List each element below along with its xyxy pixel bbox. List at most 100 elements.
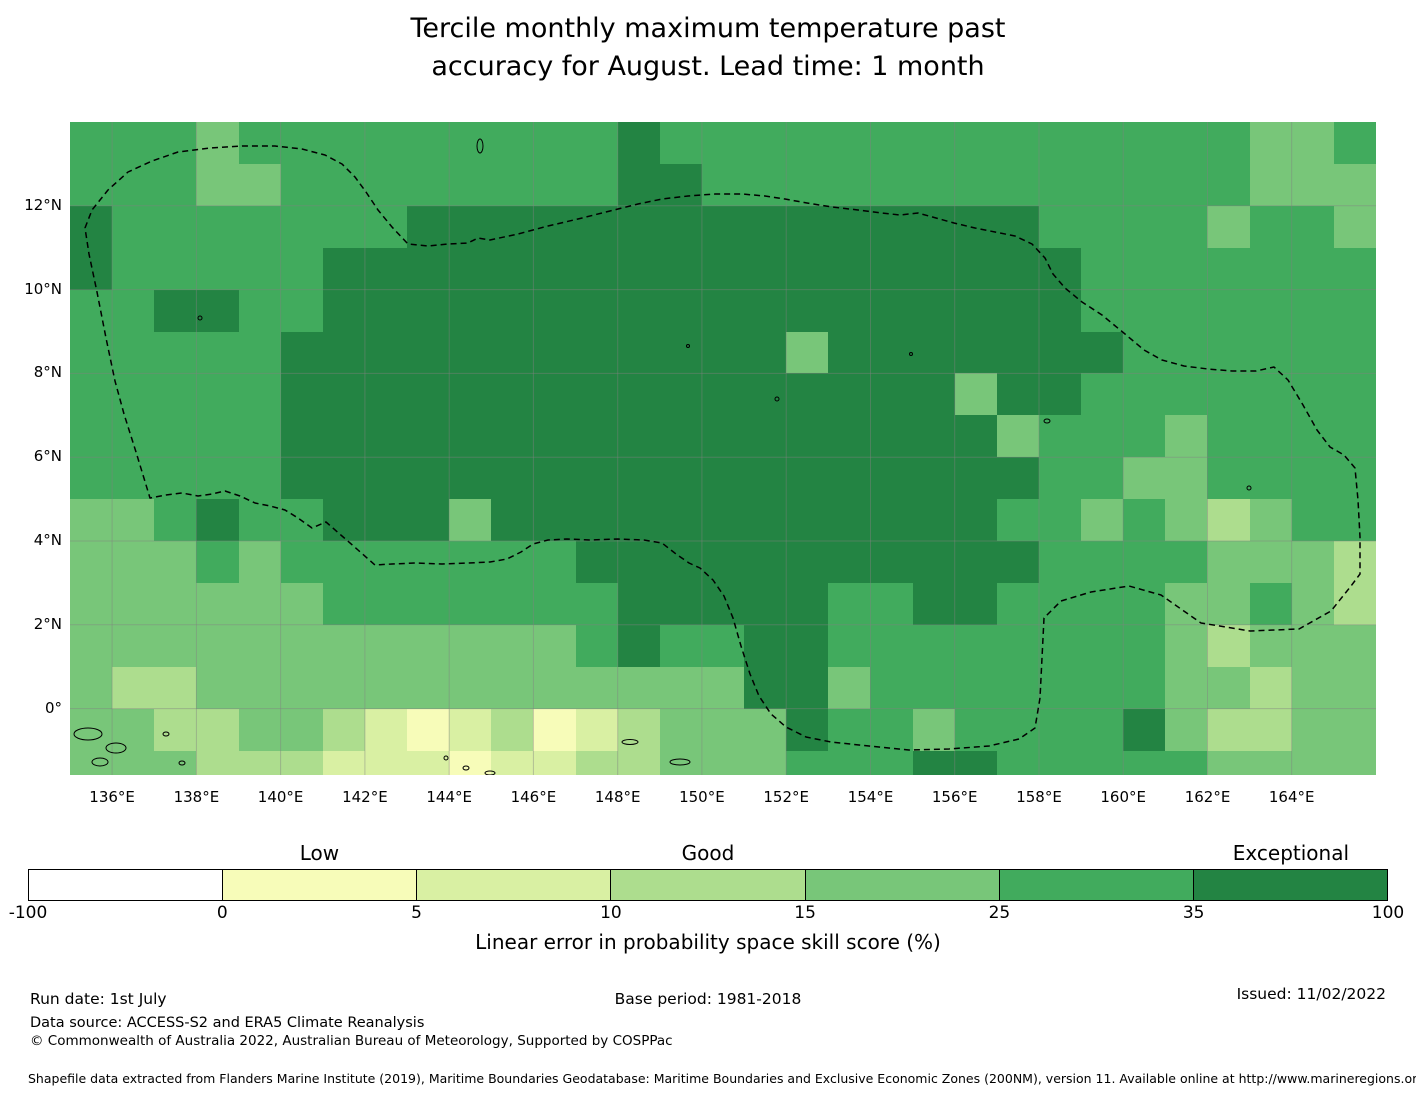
heatmap-cell [701,247,745,291]
heatmap-cell [1291,205,1335,249]
heatmap-cell [1123,624,1166,668]
heatmap-cell [407,247,450,291]
heatmap-cell [659,750,703,775]
heatmap-cell [449,163,492,207]
heatmap-cell [1291,289,1335,333]
heatmap-cell [575,247,619,291]
heatmap-cell [828,373,872,416]
shapefile-note-text: Shapefile data extracted from Flanders M… [28,1071,1416,1086]
heatmap-cell [238,582,282,626]
heatmap-cell [575,205,619,249]
heatmap-cell [701,289,745,333]
y-tick-label: 4°N [33,531,62,549]
heatmap-cell [701,415,745,458]
heatmap-cell [1291,750,1335,775]
heatmap-cell [449,708,492,752]
heatmap-cell [912,415,956,458]
heatmap-cell [786,708,829,752]
heatmap-cell [280,624,324,668]
heatmap-cell [744,289,787,333]
heatmap-cell [786,750,829,775]
heatmap-cell [828,331,872,374]
heatmap-cell [449,666,492,710]
heatmap-cell [1038,122,1082,165]
heatmap-cell [1165,750,1209,775]
heatmap-cell [786,247,829,291]
heatmap-cell [828,205,872,249]
heatmap-cell [1207,624,1251,668]
heatmap-cell [954,122,998,165]
heatmap-cell [659,708,703,752]
heatmap-cell [1038,457,1082,500]
heatmap-cell [870,331,914,374]
heatmap-cell [659,122,703,165]
heatmap-cell [996,541,1040,584]
heatmap-cell [196,582,240,626]
heatmap-cell [70,415,113,458]
heatmap-cell [238,122,282,165]
heatmap-cell [491,541,534,584]
heatmap-cell [70,205,113,249]
heatmap-cell [70,541,113,584]
heatmap-cell [617,708,661,752]
colorbar-caption: Linear error in probability space skill … [475,930,941,954]
heatmap-cell [1038,582,1082,626]
heatmap-cell [238,415,282,458]
heatmap-cell [996,205,1040,249]
heatmap-cell [1123,205,1166,249]
heatmap-cell [1333,541,1376,584]
heatmap-cell [154,708,197,752]
run-date-text: Run date: 1st July [30,990,167,1008]
heatmap-cell [1207,708,1251,752]
heatmap-cell [407,331,450,374]
heatmap-cell [1207,163,1251,207]
heatmap-cell [70,163,113,207]
heatmap-cell [70,373,113,416]
heatmap-cell [112,499,155,542]
heatmap-cell [238,708,282,752]
heatmap-cell [1207,415,1251,458]
heatmap-cell [1249,122,1293,165]
heatmap-cell [996,582,1040,626]
heatmap-cell [744,750,787,775]
heatmap-cell [154,457,197,500]
heatmap-cell [491,666,534,710]
heatmap-cell [1123,289,1166,333]
heatmap-cell [617,205,661,249]
heatmap-cell [1165,708,1209,752]
heatmap-cell [828,582,872,626]
heatmap-cell [322,331,366,374]
heatmap-cell [154,289,197,333]
heatmap-cell [659,624,703,668]
heatmap-cell [238,666,282,710]
heatmap-cell [954,331,998,374]
heatmap-cell [1333,666,1376,710]
heatmap-cell [912,750,956,775]
heatmap-cell [1038,708,1082,752]
heatmap-cell [996,457,1040,500]
heatmap-cell [1123,582,1166,626]
heatmap-cell [996,666,1040,710]
heatmap-cell [912,457,956,500]
heatmap-cell [112,541,155,584]
heatmap-cell [280,163,324,207]
heatmap-cell [1081,708,1124,752]
heatmap-cell [449,624,492,668]
heatmap-cell [996,750,1040,775]
heatmap-cell [996,247,1040,291]
heatmap-cell [1249,624,1293,668]
colorbar-segment [611,870,806,900]
heatmap-cell [1249,666,1293,710]
heatmap-cell [533,247,577,291]
heatmap-cell [912,205,956,249]
heatmap-cell [280,205,324,249]
heatmap-cell [407,415,450,458]
heatmap-cell [786,205,829,249]
x-tick-label: 144°E [426,788,472,806]
heatmap-cell [659,205,703,249]
heatmap-cell [1291,415,1335,458]
heatmap-cell [407,624,450,668]
heatmap-cell [449,582,492,626]
heatmap-cell [912,541,956,584]
